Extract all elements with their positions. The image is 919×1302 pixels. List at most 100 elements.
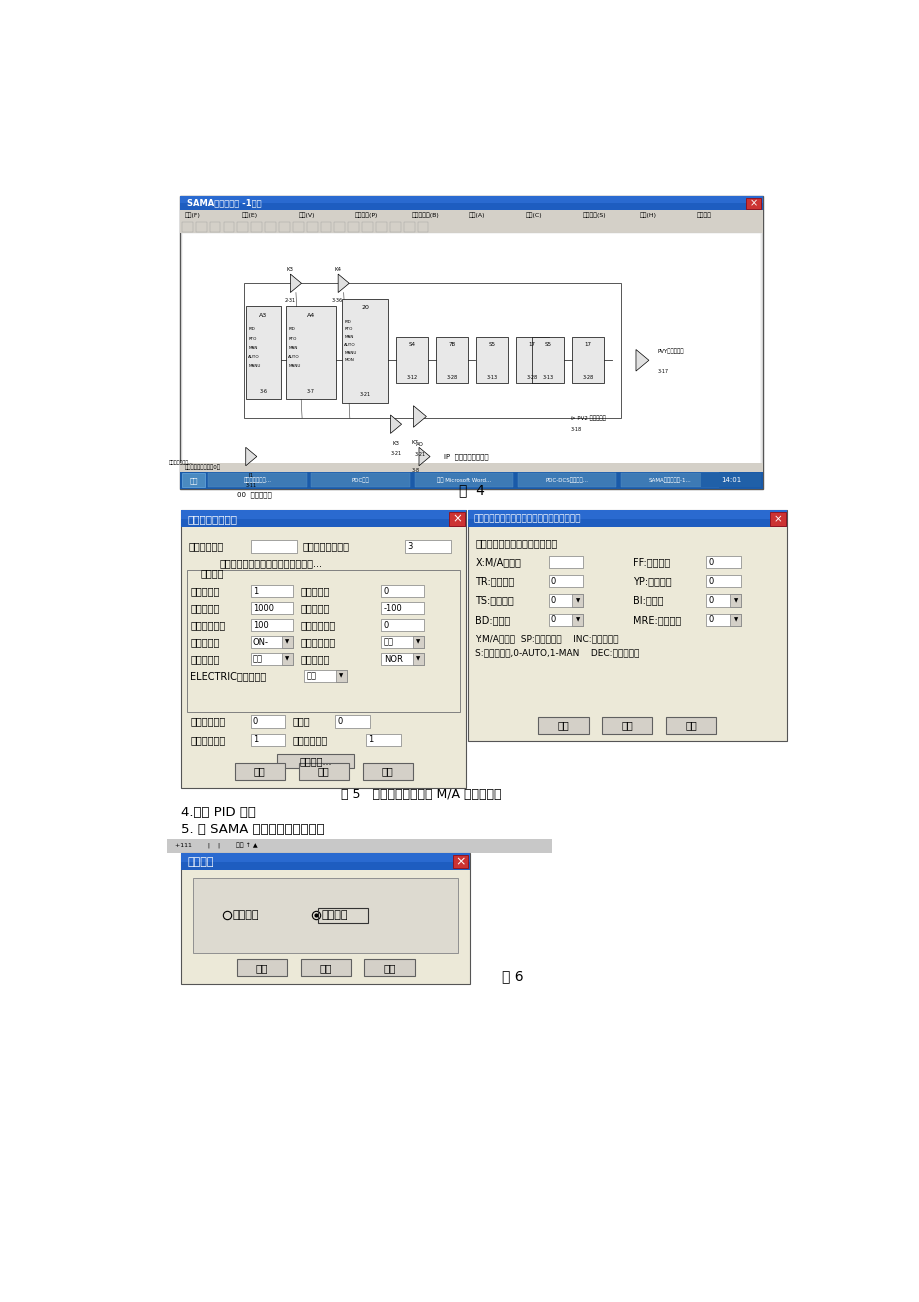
Bar (180, 197, 762, 203)
Text: ▼: ▼ (285, 656, 289, 661)
Text: ▼: ▼ (575, 598, 579, 603)
Text: ▼: ▼ (732, 617, 737, 622)
Bar (381, 635, 424, 648)
Text: 调试操作...: 调试操作... (300, 755, 332, 766)
Bar (620, 474, 719, 487)
Text: 模块的页号：: 模块的页号： (188, 542, 224, 552)
Bar (665, 717, 716, 734)
Text: Y:M/A站输出  SP:设定值输出    INC:输出增信号: Y:M/A站输出 SP:设定值输出 INC:输出增信号 (475, 634, 618, 643)
Text: I1: I1 (248, 474, 254, 478)
Bar (180, 462, 762, 471)
Bar (700, 474, 760, 487)
Bar (602, 717, 652, 734)
Text: FF:前馈输入: FF:前馈输入 (632, 557, 670, 568)
Bar (706, 556, 740, 568)
Text: 编译属性: 编译属性 (187, 857, 213, 867)
Text: S5: S5 (544, 342, 550, 348)
Bar (180, 471, 762, 488)
Bar (404, 540, 450, 553)
Text: ⊳ PV2 上水箱液位: ⊳ PV2 上水箱液位 (570, 415, 605, 421)
Text: RTO: RTO (288, 337, 296, 341)
Bar (452, 854, 468, 868)
Text: 高电平宽度：: 高电平宽度： (190, 734, 225, 745)
Text: PID: PID (248, 328, 255, 332)
Polygon shape (418, 448, 429, 466)
Text: 功能块操作(B): 功能块操作(B) (412, 212, 439, 219)
Bar (234, 763, 285, 780)
Text: ×: × (748, 198, 756, 208)
Bar (769, 512, 785, 526)
Text: 取消: 取消 (621, 720, 632, 730)
Text: 3-17: 3-17 (657, 368, 668, 374)
Polygon shape (635, 349, 648, 371)
Bar (467, 510, 787, 519)
Text: X:M/A站输入: X:M/A站输入 (475, 557, 521, 568)
Text: PID: PID (288, 328, 295, 332)
Bar (181, 853, 470, 870)
Text: 模拟手动站操控...: 模拟手动站操控... (244, 478, 271, 483)
Bar (366, 734, 401, 746)
Bar (265, 223, 276, 232)
Text: 0: 0 (383, 587, 389, 596)
Text: 1: 1 (368, 736, 373, 745)
Bar (210, 223, 221, 232)
Text: 工作方式：: 工作方式： (301, 654, 330, 664)
Text: 3-11: 3-11 (245, 483, 256, 488)
Text: 设定值上限：: 设定值上限： (190, 620, 225, 630)
Text: 4.调节 PID 参数: 4.调节 PID 参数 (181, 806, 255, 819)
Bar (730, 595, 740, 607)
Text: IP  下水箱液位设定值: IP 下水箱液位设定值 (443, 453, 488, 460)
Text: MRE:强制手动: MRE:强制手动 (632, 615, 681, 625)
Bar (342, 298, 388, 402)
Bar (245, 306, 280, 398)
Text: 3: 3 (406, 542, 412, 551)
Bar (196, 223, 207, 232)
Bar (181, 510, 466, 788)
Text: ×: × (451, 513, 461, 526)
Text: TS:跟踪切换: TS:跟踪切换 (475, 595, 514, 605)
Text: 准备就绪，鼠标：第0页: 准备就绪，鼠标：第0页 (184, 465, 220, 470)
Bar (181, 510, 466, 527)
Text: 单站编译: 单站编译 (321, 910, 347, 921)
Text: BI:闭锁增: BI:闭锁增 (632, 595, 663, 605)
Bar (282, 652, 292, 665)
Text: RTO: RTO (248, 337, 256, 341)
Text: 1: 1 (253, 587, 258, 596)
Text: MON: MON (344, 358, 354, 362)
Text: 帮助: 帮助 (383, 962, 395, 973)
Text: 允许: 允许 (253, 655, 263, 664)
Bar (548, 613, 583, 626)
Text: 3-6: 3-6 (259, 388, 267, 393)
Bar (517, 474, 616, 487)
Text: 3-18: 3-18 (570, 427, 582, 432)
Bar (250, 618, 292, 631)
Bar (467, 510, 787, 527)
Text: 在该页内的序号：: 在该页内的序号： (302, 542, 349, 552)
Text: 输出上限：: 输出上限： (190, 603, 220, 613)
Text: 切换变化率：: 切换变化率： (190, 716, 225, 727)
Bar (182, 474, 205, 487)
Text: S4: S4 (408, 342, 415, 348)
Text: NOR: NOR (383, 655, 403, 664)
Text: 3-7: 3-7 (307, 388, 314, 393)
Text: 文件(F): 文件(F) (184, 212, 200, 219)
Bar (436, 337, 468, 383)
Text: 00  控制器状态: 00 控制器状态 (237, 492, 272, 499)
Bar (311, 474, 410, 487)
Text: ▼: ▼ (415, 656, 420, 661)
Bar (250, 652, 292, 665)
Text: K3: K3 (392, 441, 399, 447)
Bar (250, 734, 285, 746)
Bar (182, 233, 760, 471)
Text: 1000: 1000 (253, 604, 274, 613)
Text: BD:闭锁减: BD:闭锁减 (475, 615, 510, 625)
Text: 3-12: 3-12 (406, 375, 417, 380)
Text: PDC-DCS系统整理...: PDC-DCS系统整理... (545, 478, 588, 483)
Text: 手动: 手动 (383, 638, 393, 647)
Text: 3-28: 3-28 (527, 375, 538, 380)
Text: 0: 0 (550, 577, 555, 586)
Bar (318, 907, 368, 923)
Text: 特殊功能(S): 特殊功能(S) (583, 212, 607, 219)
Text: 1: 1 (253, 736, 258, 745)
Bar (548, 575, 583, 587)
